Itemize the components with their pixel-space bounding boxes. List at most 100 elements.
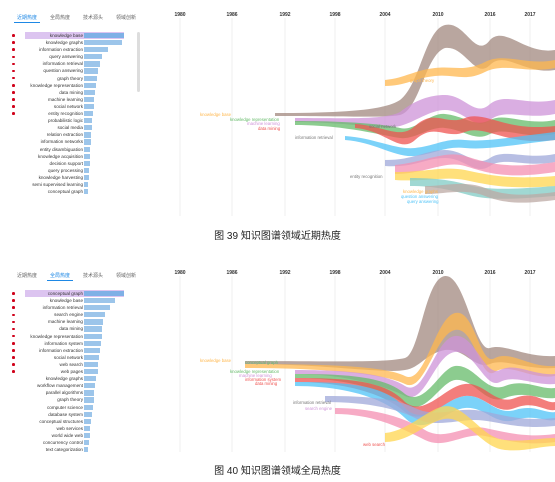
list-item[interactable]: semi supervised learning (0, 181, 145, 188)
tab-tech-source[interactable]: 技术源头 (83, 15, 104, 21)
marker-dot (12, 105, 15, 108)
stream-band[interactable] (275, 24, 555, 117)
list-item-bar (84, 432, 90, 439)
list-item[interactable]: parallel algorithms (0, 389, 145, 396)
stream-band[interactable] (345, 132, 555, 157)
stream-label: knowledge representation (230, 117, 280, 122)
list-item[interactable]: entity disambiguation (0, 146, 145, 153)
list-item[interactable]: world wide web (0, 432, 145, 439)
list-item[interactable]: machine learning (0, 318, 145, 325)
tab-global-heat[interactable]: 全局热度 (47, 273, 74, 281)
list-item[interactable]: information retrieval (0, 60, 145, 67)
stream-band[interactable] (385, 58, 555, 86)
list-item[interactable]: social network (0, 354, 145, 361)
tab-field-innovation[interactable]: 领域创新 (116, 273, 137, 279)
list-item[interactable]: knowledge representation (0, 82, 145, 89)
list-item-bar (84, 439, 89, 446)
list-item[interactable]: text categorization (0, 446, 145, 453)
list-item-label: knowledge representation (30, 82, 83, 88)
list-item[interactable]: web pages (0, 368, 145, 375)
stream-band[interactable] (325, 396, 555, 427)
list-item[interactable]: information networks (0, 138, 145, 145)
list-item[interactable]: information extraction (0, 46, 145, 53)
list-item-bar (84, 75, 97, 81)
stream-label: conceptual graph (245, 360, 279, 365)
list-item[interactable]: question answering (0, 67, 145, 74)
stream-band[interactable] (425, 183, 555, 203)
list-item-label: concurrency control (42, 439, 83, 445)
list-item-bar (84, 369, 98, 375)
marker-dot (12, 112, 15, 115)
list-item[interactable]: conceptual structures (0, 418, 145, 425)
list-item-bar (84, 305, 111, 311)
tab-recent-heat[interactable]: 近期热度 (17, 273, 38, 279)
stream-label: search engine (305, 406, 333, 411)
marker-dot (12, 320, 15, 324)
list-item[interactable]: information system (0, 340, 145, 347)
list-item[interactable]: computer science (0, 404, 145, 411)
list-item[interactable]: query processing (0, 167, 145, 174)
list-item[interactable]: database system (0, 411, 145, 418)
list-item[interactable]: machine learning (0, 96, 145, 103)
list-item-label: machine learning (48, 319, 83, 325)
list-item[interactable]: data mining (0, 325, 145, 332)
list-item[interactable]: search engine (0, 311, 145, 318)
stream-band[interactable] (395, 168, 555, 188)
tab-tech-source[interactable]: 技术源头 (83, 273, 104, 279)
list-item[interactable]: web search (0, 361, 145, 368)
stream-label: knowledge graphs (403, 189, 438, 194)
year-label: 1980 (174, 12, 185, 18)
list-item[interactable]: knowledge graphs (0, 39, 145, 46)
list-item[interactable]: social network (0, 103, 145, 110)
stream-band[interactable] (335, 408, 555, 444)
list-item-bar (84, 118, 92, 124)
list-item-bar (84, 181, 89, 188)
list-item-label: computer science (46, 404, 83, 410)
list-item[interactable]: knowledge harvesting (0, 174, 145, 181)
marker-dot (12, 327, 15, 331)
list-item[interactable]: information extraction (0, 347, 145, 354)
list-item[interactable]: decision support (0, 160, 145, 167)
list-item[interactable]: knowledge graphs (0, 375, 145, 382)
list-item[interactable]: workflow management (0, 382, 145, 389)
stream-band[interactable] (355, 116, 555, 145)
tab-field-innovation[interactable]: 领域创新 (116, 15, 137, 21)
list-item[interactable]: conceptual graph (0, 290, 145, 298)
list-item[interactable]: graph theory (0, 75, 145, 82)
list-item[interactable]: conceptual graph (0, 188, 145, 195)
list-item[interactable]: knowledge base (0, 297, 145, 304)
list-item[interactable]: graph theory (0, 396, 145, 403)
list-item[interactable]: knowledge base (0, 32, 145, 40)
list-item-label: information system (44, 340, 83, 346)
list-item-label: question answering (43, 68, 83, 74)
tab-recent-heat[interactable]: 近期热度 (14, 15, 41, 23)
list-item[interactable]: probabilistic logic (0, 117, 145, 124)
list-item[interactable]: entity recognition (0, 110, 145, 117)
list-item[interactable]: social media (0, 124, 145, 131)
stream-band[interactable] (295, 335, 555, 398)
list-item-bar (84, 397, 94, 403)
stream-label: knowledge representation (230, 369, 280, 374)
stream-band[interactable] (385, 406, 555, 451)
marker-dot (12, 34, 15, 37)
list-item[interactable]: concurrency control (0, 439, 145, 446)
tab-global-heat[interactable]: 全局热度 (50, 15, 71, 21)
list-scrollbar[interactable] (137, 32, 140, 92)
list-item-bar (84, 146, 91, 152)
term-list: knowledge base knowledge graphs informatio… (0, 32, 145, 195)
stream-band[interactable] (395, 154, 555, 176)
list-item[interactable]: knowledge acquisition (0, 153, 145, 160)
list-item[interactable]: web services (0, 425, 145, 432)
stream-label: web search (363, 442, 386, 447)
stream-band[interactable] (245, 312, 555, 386)
list-item[interactable]: relation extraction (0, 131, 145, 138)
list-item[interactable]: query answering (0, 53, 145, 60)
list-item[interactable]: data mining (0, 89, 145, 96)
list-item-label: machine learning (48, 96, 83, 102)
selection-highlight (25, 32, 124, 40)
list-item-bar (84, 189, 88, 195)
list-item[interactable]: knowledge representation (0, 333, 145, 340)
list-item-bar (84, 153, 90, 159)
list-item[interactable]: information retrieval (0, 304, 145, 311)
list-item-label: world wide web (51, 432, 83, 438)
